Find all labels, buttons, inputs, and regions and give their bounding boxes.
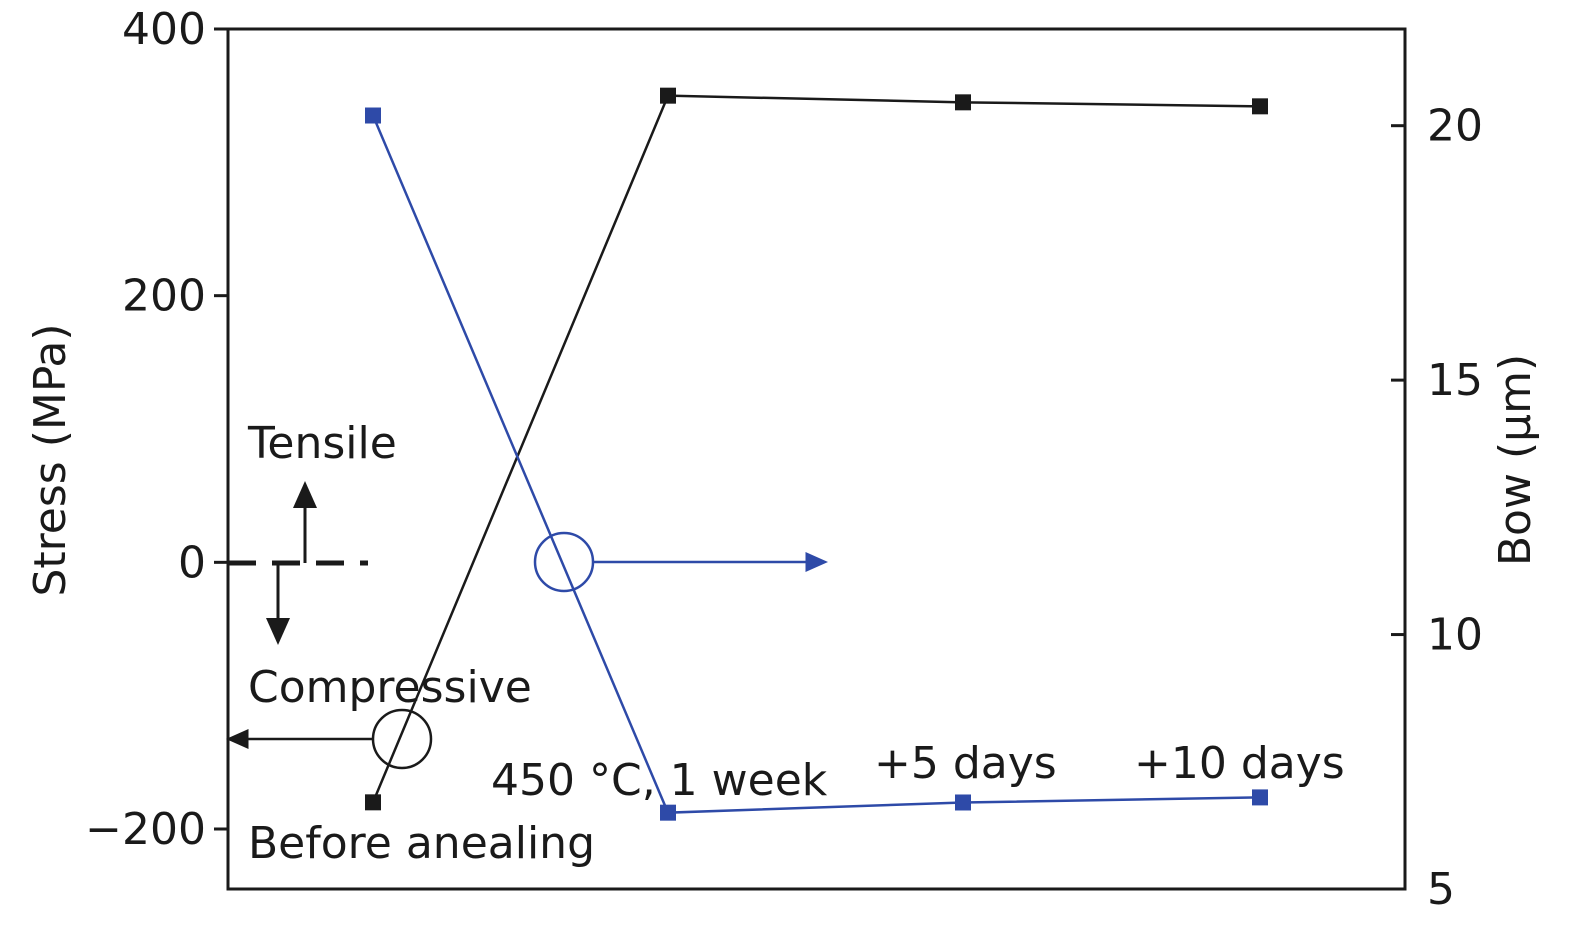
left-tick-label: 0 (178, 537, 206, 588)
bow-series-point (955, 794, 971, 811)
left-axis-title: Stress (MPa) (25, 323, 76, 596)
left-axis-ticks: 400 200 0 −200 (85, 4, 228, 855)
left-tick-label: −200 (85, 804, 206, 855)
label-before-annealing: Before anealing (248, 818, 595, 869)
stress-series-point (660, 87, 676, 104)
right-tick-label: 20 (1427, 101, 1483, 152)
stress-series-point (1252, 98, 1268, 115)
right-tick-label: 15 (1427, 355, 1483, 406)
left-tick-label: 400 (122, 4, 206, 55)
stress-axis-pointer (226, 708, 433, 770)
bow-axis-pointer (533, 531, 828, 593)
label-plus-5-days: +5 days (874, 738, 1057, 789)
bow-series-point (1252, 789, 1268, 806)
bow-pointer-circle (533, 531, 595, 593)
bow-series-line (371, 115, 1261, 814)
tensile-label: Tensile (247, 418, 397, 469)
left-tick-label: 200 (122, 271, 206, 322)
stress-series-line (371, 94, 1261, 803)
bow-series-point (660, 804, 676, 821)
right-axis-ticks: 20 15 10 5 (1391, 101, 1483, 915)
label-450c-1week: 450 °C, 1 week (491, 755, 828, 806)
stress-series-point (365, 794, 381, 811)
stress-direction-indicator: Tensile Compressive (228, 418, 532, 713)
right-tick-label: 5 (1427, 864, 1455, 915)
right-axis-title: Bow (μm) (1490, 354, 1541, 566)
label-plus-10-days: +10 days (1134, 738, 1345, 789)
stress-pointer-circle (371, 708, 433, 770)
series-layer (365, 87, 1268, 821)
plot-frame (226, 27, 1407, 891)
bow-series-point (365, 107, 381, 124)
compressive-label: Compressive (248, 662, 532, 713)
stress-series-point (955, 94, 971, 111)
right-tick-label: 10 (1427, 610, 1483, 661)
